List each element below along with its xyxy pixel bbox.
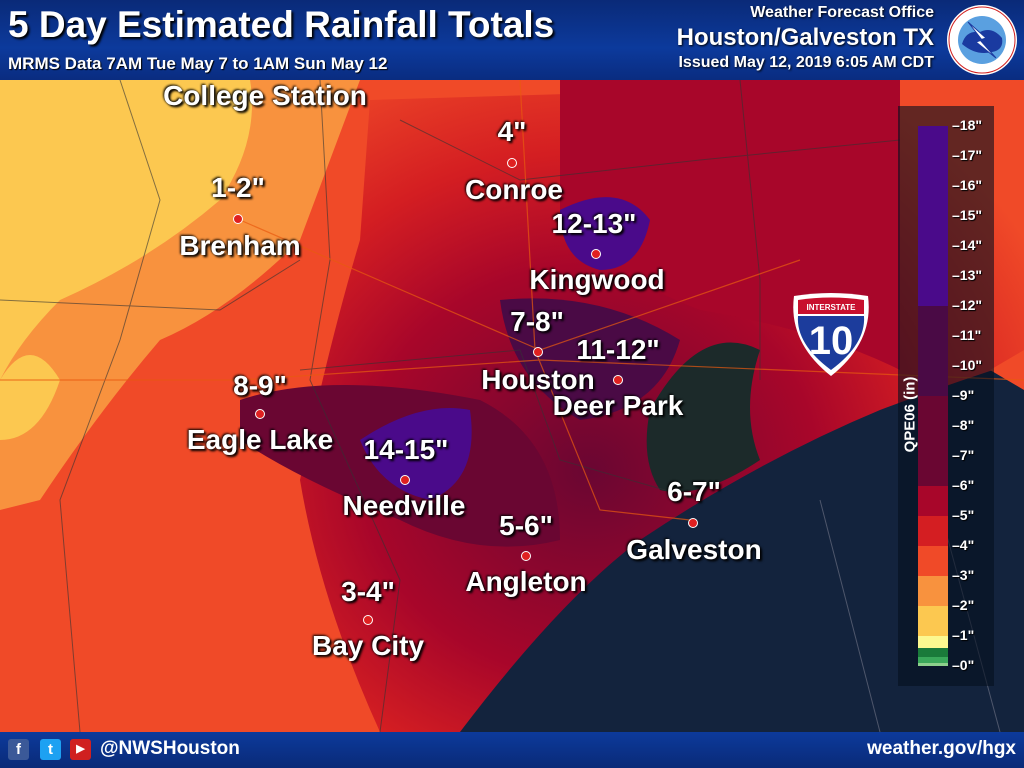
page-subtitle: MRMS Data 7AM Tue May 7 to 1AM Sun May 1… bbox=[8, 54, 388, 73]
legend-color-bar bbox=[918, 126, 948, 666]
legend-bin bbox=[918, 306, 948, 396]
city-label-conroe: Conroe bbox=[465, 174, 563, 205]
legend-tick-label: –6" bbox=[952, 477, 975, 493]
city-marker-brenham bbox=[233, 214, 243, 224]
legend-tick-label: –17" bbox=[952, 147, 982, 163]
legend-tick-label: –11" bbox=[952, 327, 982, 343]
rainfall-amount-angleton: 5-6" bbox=[499, 510, 553, 541]
legend-tick-label: –1" bbox=[952, 627, 975, 643]
legend-tick-label: –5" bbox=[952, 507, 975, 523]
legend-tick-label: –2" bbox=[952, 597, 975, 613]
shield-number: 10 bbox=[809, 319, 854, 363]
legend-bin bbox=[918, 546, 948, 576]
legend-tick-label: –15" bbox=[952, 207, 982, 223]
legend-title: QPE06 (in) bbox=[901, 376, 919, 453]
rainfall-amount-conroe: 4" bbox=[497, 116, 527, 147]
legend-tick-label: –0" bbox=[952, 657, 975, 673]
city-marker-deer-park bbox=[613, 375, 623, 385]
rainfall-amount-galveston: 6-7" bbox=[667, 476, 721, 507]
city-marker-houston bbox=[533, 347, 543, 357]
page-title: 5 Day Estimated Rainfall Totals bbox=[8, 4, 555, 45]
rainfall-amount-needville: 14-15" bbox=[363, 434, 449, 465]
legend-tick-label: –4" bbox=[952, 537, 975, 553]
youtube-icon[interactable]: ▶ bbox=[70, 739, 91, 760]
legend-tick-label: –10" bbox=[952, 357, 982, 373]
legend-tick-label: –8" bbox=[952, 417, 975, 433]
legend-bin bbox=[918, 486, 948, 516]
rainfall-amount-kingwood: 12-13" bbox=[551, 208, 637, 239]
city-marker-kingwood bbox=[591, 249, 601, 259]
city-marker-bay-city bbox=[363, 615, 373, 625]
legend-tick-label: –13" bbox=[952, 267, 982, 283]
rainfall-amount-deer-park: 11-12" bbox=[576, 334, 660, 365]
office-name: Houston/Galveston TX bbox=[676, 24, 934, 51]
social-handle: @NWSHouston bbox=[100, 738, 240, 759]
city-label-kingwood: Kingwood bbox=[529, 264, 665, 295]
legend-bin bbox=[918, 663, 948, 666]
legend-bin bbox=[918, 636, 948, 648]
legend-bin bbox=[918, 606, 948, 636]
legend-tick-label: –9" bbox=[952, 387, 975, 403]
city-label-needville: Needville bbox=[342, 490, 466, 521]
website-link[interactable]: weather.gov/hgx bbox=[867, 738, 1016, 759]
header: 5 Day Estimated Rainfall Totals MRMS Dat… bbox=[0, 0, 1024, 80]
office-label: Weather Forecast Office bbox=[750, 4, 934, 21]
city-label-houston: Houston bbox=[481, 364, 595, 395]
city-label-brenham: Brenham bbox=[179, 230, 301, 261]
interstate-10-shield-icon: INTERSTATE 10 bbox=[788, 292, 874, 378]
legend-bin bbox=[918, 516, 948, 546]
city-marker-conroe bbox=[507, 158, 517, 168]
legend-tick-label: –16" bbox=[952, 177, 982, 193]
city-marker-needville bbox=[400, 475, 410, 485]
legend-bin bbox=[918, 396, 948, 486]
rainfall-amount-bay-city: 3-4" bbox=[341, 576, 395, 607]
city-label-deer-park: Deer Park bbox=[552, 390, 684, 421]
footer: f t ▶ @NWSHouston weather.gov/hgx bbox=[0, 732, 1024, 768]
shield-top-text: INTERSTATE bbox=[806, 303, 856, 312]
city-label-eagle-lake: Eagle Lake bbox=[186, 424, 334, 455]
city-label-angleton: Angleton bbox=[465, 566, 587, 597]
legend-bin bbox=[918, 657, 948, 663]
city-marker-angleton bbox=[521, 551, 531, 561]
issued-time: Issued May 12, 2019 6:05 AM CDT bbox=[678, 54, 934, 71]
city-label-college-station: College Station bbox=[163, 80, 367, 111]
nws-logo-icon bbox=[947, 5, 1017, 75]
legend-bin bbox=[918, 126, 948, 306]
legend-tick-label: –18" bbox=[952, 117, 982, 133]
city-marker-galveston bbox=[688, 518, 698, 528]
rainfall-map: College Station 4" Conroe 1-2" Brenham 1… bbox=[0, 79, 1024, 733]
city-label-galveston: Galveston bbox=[626, 534, 762, 565]
rainfall-amount-eagle-lake: 8-9" bbox=[233, 370, 287, 401]
legend-tick-label: –3" bbox=[952, 567, 975, 583]
legend-tick-label: –7" bbox=[952, 447, 975, 463]
rainfall-map-canvas bbox=[0, 79, 1024, 733]
facebook-icon[interactable]: f bbox=[8, 739, 29, 760]
legend-bin bbox=[918, 576, 948, 606]
twitter-icon[interactable]: t bbox=[40, 739, 61, 760]
color-legend: –18" –17" –16" –15" –14" –13" –12" –11" –10" –9" –… bbox=[898, 106, 994, 686]
city-marker-eagle-lake bbox=[255, 409, 265, 419]
legend-bin bbox=[918, 648, 948, 657]
legend-tick-label: –12" bbox=[952, 297, 982, 313]
city-label-bay-city: Bay City bbox=[311, 630, 425, 661]
rainfall-amount-houston: 7-8" bbox=[510, 306, 564, 337]
legend-tick-label: –14" bbox=[952, 237, 982, 253]
rainfall-amount-brenham: 1-2" bbox=[211, 172, 265, 203]
